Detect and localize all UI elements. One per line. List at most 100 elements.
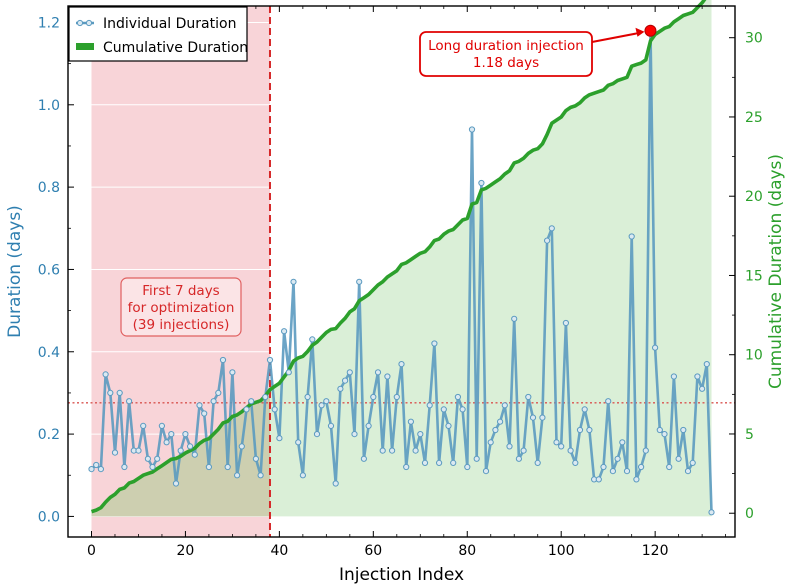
- y-right-tick-label: 0: [745, 506, 754, 522]
- individual-point: [257, 472, 264, 479]
- legend-box: [68, 6, 248, 62]
- individual-point: [224, 463, 231, 471]
- individual-point: [215, 389, 222, 396]
- individual-point: [168, 431, 175, 438]
- individual-point: [97, 466, 105, 473]
- individual-point: [393, 393, 400, 401]
- individual-point: [661, 431, 668, 438]
- individual-point: [703, 361, 710, 368]
- individual-point: [708, 509, 715, 516]
- legend-cumulative-swatch: [76, 43, 94, 50]
- individual-point: [374, 369, 382, 376]
- y-right-tick-label: 20: [745, 189, 763, 205]
- individual-point: [111, 449, 119, 456]
- long-injection-note-line: Long duration injection: [428, 38, 584, 54]
- individual-point: [107, 389, 114, 396]
- individual-point: [252, 455, 259, 462]
- individual-point: [699, 385, 706, 392]
- y-right-axis-label: Cumulative Duration (days): [766, 154, 786, 389]
- individual-point: [473, 455, 480, 462]
- long-injection-note-box: [419, 31, 593, 77]
- individual-point: [379, 447, 386, 454]
- individual-point: [403, 463, 410, 471]
- y-left-tick-label: 0.8: [38, 180, 60, 196]
- individual-point: [140, 422, 147, 429]
- individual-point: [121, 463, 128, 471]
- cumulative-duration-line: [90, 0, 707, 514]
- individual-point: [412, 447, 419, 454]
- legend-individual-marker: [76, 19, 84, 27]
- individual-point: [351, 431, 358, 438]
- long-injection-arrowhead: [635, 27, 645, 37]
- individual-point: [248, 398, 255, 405]
- x-axis-label: Injection Index: [339, 565, 464, 585]
- individual-point: [501, 402, 508, 409]
- individual-point: [93, 461, 100, 469]
- x-tick-label: 120: [642, 543, 669, 559]
- individual-point: [572, 459, 579, 466]
- individual-point: [370, 393, 377, 401]
- individual-point: [426, 402, 433, 409]
- individual-point: [567, 447, 574, 454]
- individual-point: [520, 447, 527, 454]
- y-right-tick-label: 25: [745, 110, 763, 126]
- individual-point: [417, 431, 424, 438]
- individual-point: [342, 377, 349, 384]
- series-points: [88, 27, 715, 516]
- individual-point: [605, 398, 612, 405]
- individual-point: [534, 459, 541, 466]
- reference-lines: [68, 6, 735, 537]
- individual-point: [544, 237, 551, 244]
- y-left-tick-label: 0.4: [38, 345, 60, 361]
- individual-point: [619, 439, 626, 446]
- individual-point: [487, 439, 494, 446]
- individual-point: [285, 369, 292, 376]
- individual-point: [464, 463, 471, 471]
- individual-point: [196, 402, 203, 409]
- plot-frame: [67, 5, 736, 538]
- individual-point: [666, 463, 673, 471]
- individual-point: [116, 389, 123, 396]
- individual-point: [492, 426, 499, 434]
- individual-point: [670, 373, 678, 380]
- individual-point: [191, 451, 198, 458]
- individual-point: [295, 439, 302, 446]
- individual-point: [497, 418, 504, 425]
- individual-point: [172, 480, 180, 487]
- individual-point: [450, 459, 457, 466]
- legend-cumulative-label: Cumulative Duration: [103, 40, 248, 56]
- individual-point: [576, 426, 584, 434]
- individual-point: [360, 455, 367, 462]
- individual-point: [276, 435, 283, 442]
- individual-point: [389, 447, 396, 454]
- individual-point: [149, 463, 156, 471]
- individual-point: [421, 459, 429, 466]
- optimization-note-line: First 7 days: [142, 283, 219, 299]
- individual-point: [205, 463, 212, 471]
- individual-point: [126, 398, 133, 405]
- individual-point: [177, 447, 184, 454]
- individual-point: [482, 468, 490, 475]
- y-left-tick-label: 1.0: [38, 98, 60, 114]
- individual-point: [525, 393, 532, 401]
- legend-individual-label: Individual Duration: [103, 16, 236, 32]
- individual-point: [318, 402, 325, 409]
- individual-point: [440, 406, 447, 413]
- individual-point: [562, 319, 570, 327]
- individual-point: [436, 459, 443, 466]
- individual-point: [652, 344, 659, 351]
- individual-point: [163, 439, 170, 446]
- individual-point: [102, 371, 109, 378]
- individual-point: [586, 426, 593, 434]
- individual-point: [346, 369, 353, 376]
- individual-point: [511, 315, 518, 322]
- legend-individual-marker: [85, 19, 93, 27]
- individual-point: [675, 455, 682, 462]
- individual-point: [290, 278, 297, 285]
- individual-point: [144, 455, 151, 462]
- individual-point: [689, 459, 696, 466]
- y-right-tick-label: 10: [745, 348, 763, 364]
- individual-point: [88, 466, 95, 473]
- y-right-tick-label: 5: [745, 427, 754, 443]
